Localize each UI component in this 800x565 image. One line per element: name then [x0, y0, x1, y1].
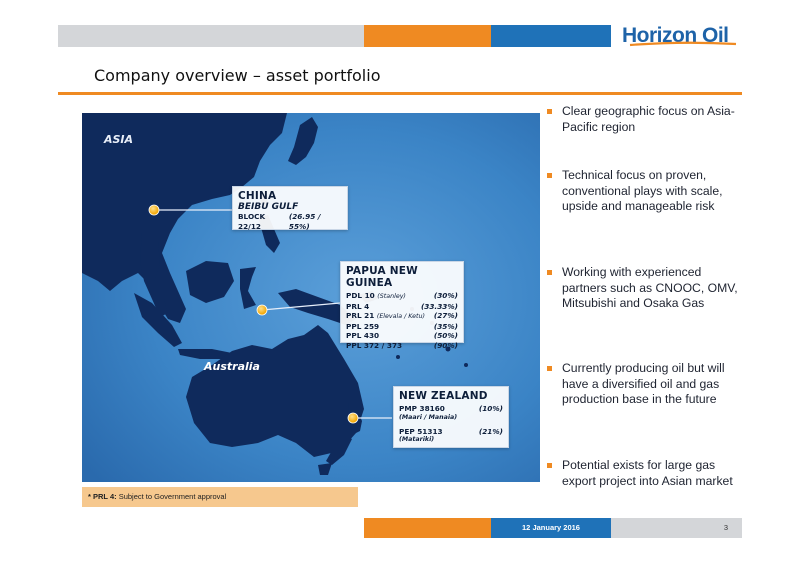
new-zealand-south-island — [326, 435, 352, 465]
bullet-square-icon — [547, 366, 552, 371]
header-band-blue — [491, 25, 611, 47]
nz-callout-title: NEW ZEALAND — [399, 390, 488, 402]
footnote-box: * PRL 4: Subject to Government approval — [82, 487, 358, 507]
asset-name: PMP 38160 — [399, 404, 445, 413]
borneo-island — [186, 261, 234, 303]
pacific-island — [445, 346, 451, 352]
footer-date: 12 January 2016 — [491, 518, 611, 538]
asset-name: PEP 51313 — [399, 426, 443, 436]
china-callout-title: CHINA — [238, 190, 277, 202]
sulawesi-island — [240, 267, 256, 309]
asset-field-note: (Matariki) — [399, 436, 435, 444]
asset-row: PDL 10 (Stanley) (30%) — [346, 291, 458, 302]
asset-row: PPL 430 (50%) — [346, 331, 458, 341]
bullet-text: Clear geographic focus on Asia-Pacific r… — [562, 104, 735, 134]
bullet-item: Currently producing oil but will have a … — [547, 361, 747, 408]
asset-name: PRL 4 — [346, 301, 370, 311]
asset-field-note: (Stanley) — [377, 293, 406, 300]
china-callout-subtitle: BEIBU GULF — [238, 202, 299, 212]
asset-interest: (27%) — [433, 311, 458, 321]
asset-interest: (10%) — [478, 404, 503, 413]
malay-peninsula — [140, 233, 168, 317]
asset-interest: (30%) — [433, 291, 458, 300]
bullet-square-icon — [547, 173, 552, 178]
bullet-item: Technical focus on proven, conventional … — [547, 168, 747, 215]
java-island — [178, 349, 232, 359]
china-callout: CHINA BEIBU GULF BLOCK 22/12 (26.95 / 55… — [232, 186, 348, 231]
pacific-island — [396, 355, 400, 359]
png-callout: PAPUA NEW GUINEA PDL 10 (Stanley) (30%) … — [340, 261, 464, 350]
footnote-text: Subject to Government approval — [116, 492, 227, 501]
bullet-text: Potential exists for large gas export pr… — [562, 458, 733, 488]
asia-region-label: ASIA — [103, 133, 133, 146]
australia-region-label: Australia — [203, 360, 260, 373]
footer-band-orange — [364, 518, 491, 538]
asset-field-note: (Maari / Manaia) — [399, 413, 458, 421]
bullet-square-icon — [547, 109, 552, 114]
page-number: 3 — [611, 518, 742, 538]
asset-name: PPL 430 — [346, 331, 380, 341]
sumatra-island — [134, 293, 182, 347]
header-band-orange — [364, 25, 491, 47]
asset-row: PRL 21 (Elevala / Ketu) (27%) — [346, 311, 458, 322]
bullet-item: Working with experienced partners such a… — [547, 265, 747, 312]
page-title: Company overview – asset portfolio — [94, 66, 381, 85]
asset-row: BLOCK 22/12 (26.95 / 55%) — [238, 212, 342, 231]
china-marker-icon — [148, 204, 160, 216]
asset-field-note: (Elevala / Ketu) — [376, 313, 425, 321]
asset-interest: (90%) — [433, 340, 458, 350]
japan-islands — [288, 117, 318, 165]
bullet-text: Currently producing oil but will have a … — [562, 361, 725, 406]
asset-row: PMP 38160 (10%) — [399, 404, 503, 414]
asset-interest: (50%) — [433, 331, 458, 341]
nz-callout: NEW ZEALAND PMP 38160 (10%) (Maari / Man… — [393, 386, 509, 448]
asset-interest: (21%) — [478, 426, 503, 436]
asset-name: PPL 372 / 373 — [346, 340, 403, 350]
asset-interest: (26.95 / 55%) — [288, 212, 321, 231]
asset-name: PPL 259 — [346, 321, 380, 331]
australia-landmass — [186, 325, 364, 457]
png-callout-title: PAPUA NEW GUINEA — [346, 265, 418, 289]
footnote-label: * PRL 4: — [88, 492, 117, 501]
logo-swoosh-icon — [629, 41, 737, 47]
company-logo: Horizon Oil — [622, 24, 729, 47]
asset-name: PDL 10 — [346, 291, 375, 300]
bullet-item: Potential exists for large gas export pr… — [547, 458, 747, 489]
asset-row: PPL 372 / 373 (90%) — [346, 341, 458, 351]
bullet-square-icon — [547, 463, 552, 468]
bullet-item: Clear geographic focus on Asia-Pacific r… — [547, 104, 747, 135]
bullet-text: Technical focus on proven, conventional … — [562, 168, 723, 213]
asset-row: PRL 4 (33.33%) — [346, 302, 458, 312]
png-marker-icon — [256, 304, 268, 316]
pacific-island — [464, 363, 468, 367]
asset-interest: (35%) — [433, 321, 458, 331]
bullet-text: Working with experienced partners such a… — [562, 265, 738, 310]
nz-marker-icon — [347, 412, 359, 424]
asia-landmass — [82, 113, 287, 323]
tasmania-island — [318, 463, 332, 475]
bullet-square-icon — [547, 270, 552, 275]
png-leader-line — [261, 302, 341, 311]
asset-interest: (33.33%) — [420, 301, 458, 311]
new-guinea-island — [278, 289, 356, 325]
header-band-grey — [58, 25, 364, 47]
asset-name: BLOCK 22/12 — [238, 212, 266, 231]
asset-name: PRL 21 — [346, 311, 375, 321]
asset-row: PPL 259 (35%) — [346, 322, 458, 332]
asset-row: PEP 51313 (21%) — [399, 427, 503, 437]
title-divider — [58, 92, 742, 95]
